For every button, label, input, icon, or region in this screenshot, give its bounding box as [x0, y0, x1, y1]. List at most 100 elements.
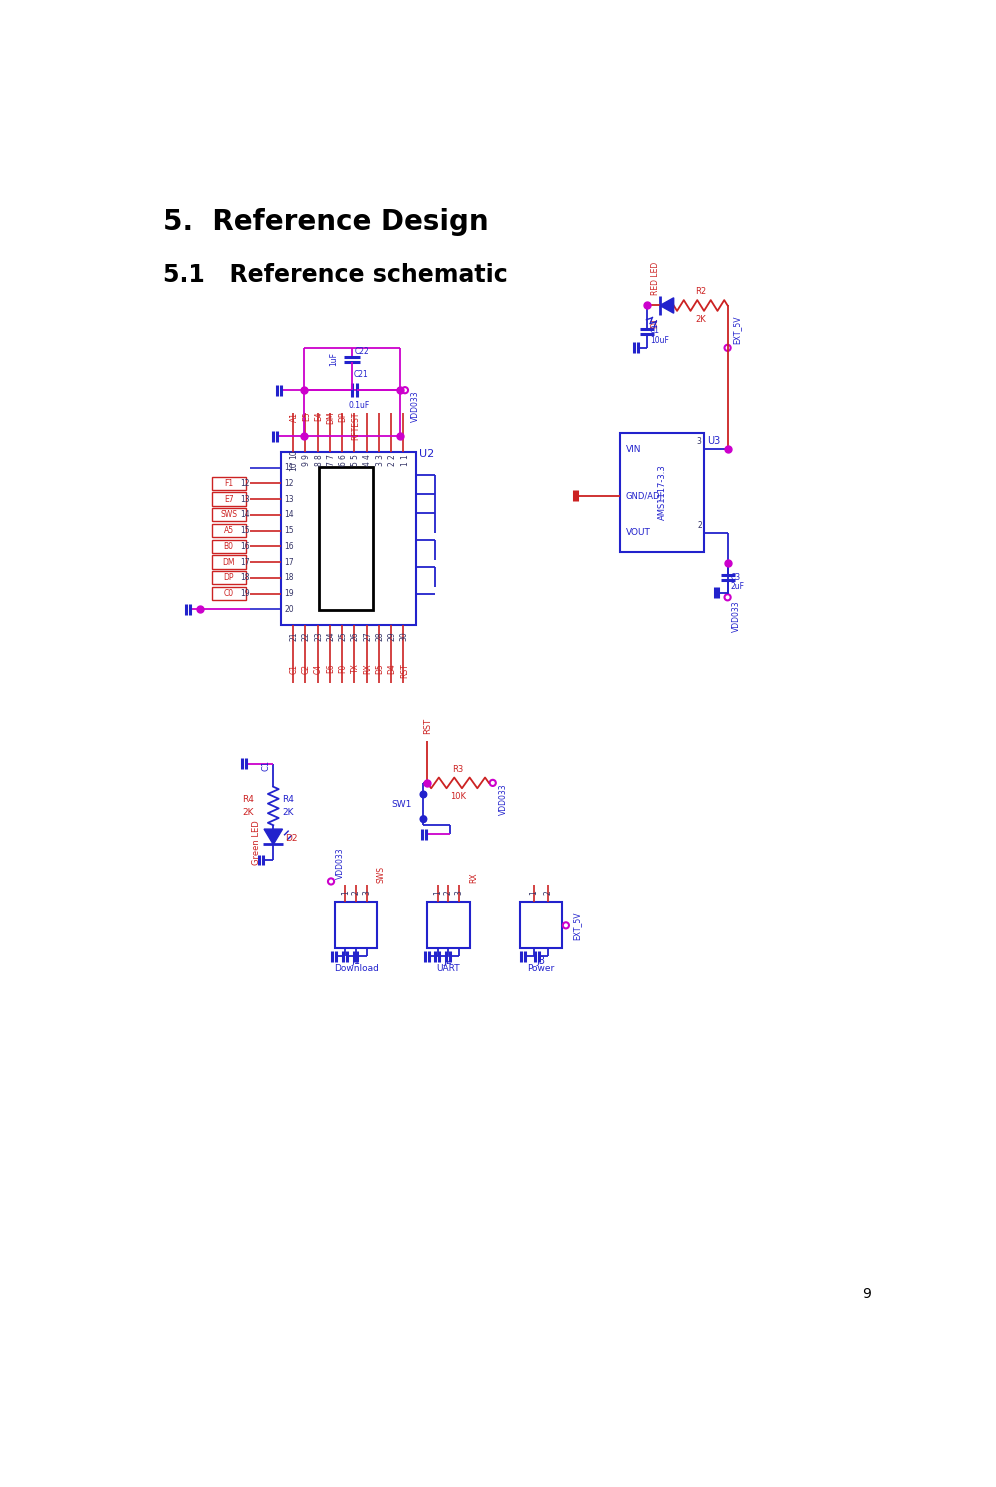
Text: Power: Power: [527, 964, 555, 972]
Text: E7: E7: [224, 495, 233, 504]
Text: 8: 8: [314, 461, 323, 465]
Text: 9: 9: [302, 461, 311, 465]
Text: SWS: SWS: [220, 510, 237, 519]
Text: 16: 16: [240, 541, 249, 550]
Text: 12: 12: [240, 479, 249, 488]
Text: GND/ADJ: GND/ADJ: [625, 492, 663, 501]
Text: 2K: 2K: [283, 807, 294, 816]
Text: 10K: 10K: [450, 793, 466, 801]
Polygon shape: [659, 297, 673, 314]
Bar: [212, 587, 246, 601]
Text: R3: R3: [452, 764, 464, 773]
Text: 2: 2: [444, 891, 453, 895]
Text: 2uF: 2uF: [731, 581, 745, 590]
Bar: [212, 492, 246, 506]
Text: 18: 18: [240, 574, 249, 583]
Text: VDD033: VDD033: [411, 390, 420, 422]
Text: R4: R4: [283, 796, 295, 804]
Text: A5: A5: [223, 526, 234, 535]
Text: VIN: VIN: [625, 445, 641, 454]
Text: 1: 1: [399, 461, 408, 465]
Text: 7: 7: [327, 461, 336, 465]
Text: U2: U2: [419, 449, 434, 458]
Bar: [520, 903, 562, 949]
Text: J1: J1: [352, 956, 361, 967]
Text: 26: 26: [351, 630, 360, 641]
Text: D4: D4: [387, 663, 396, 674]
Text: 2: 2: [697, 522, 702, 531]
Text: 27: 27: [363, 630, 373, 641]
Text: 13: 13: [240, 495, 249, 504]
Text: 25: 25: [339, 630, 348, 641]
Text: 1: 1: [433, 891, 442, 895]
Text: D2: D2: [286, 834, 298, 843]
Text: RED LED: RED LED: [650, 262, 659, 294]
Text: U3: U3: [707, 436, 720, 446]
Text: 1: 1: [341, 891, 350, 895]
Text: 17: 17: [240, 558, 249, 567]
Text: 20: 20: [284, 605, 294, 614]
Bar: [335, 903, 377, 949]
Text: R2: R2: [695, 287, 706, 296]
Text: C2: C2: [302, 663, 311, 674]
Text: 2: 2: [352, 891, 361, 895]
Text: 16: 16: [284, 541, 294, 550]
Bar: [320, 467, 374, 610]
Text: 10: 10: [290, 451, 299, 459]
Text: VOUT: VOUT: [625, 528, 650, 537]
Text: AMS1117-3.3: AMS1117-3.3: [657, 464, 666, 520]
Bar: [212, 540, 246, 553]
Bar: [212, 509, 246, 522]
Text: 15: 15: [284, 526, 294, 535]
Text: 10uF: 10uF: [649, 336, 668, 345]
Text: 9: 9: [862, 1288, 871, 1301]
Text: C0: C0: [223, 589, 234, 598]
Text: EXT_5V: EXT_5V: [572, 912, 581, 940]
Text: DP: DP: [339, 412, 348, 422]
Text: B0: B0: [224, 541, 234, 550]
Text: 28: 28: [375, 630, 384, 641]
Text: 23: 23: [314, 630, 323, 641]
Text: 7: 7: [327, 455, 336, 459]
Text: C22: C22: [355, 346, 369, 357]
Text: 4: 4: [363, 461, 373, 465]
Text: Download: Download: [334, 964, 378, 972]
Text: UART: UART: [436, 964, 460, 972]
Bar: [212, 571, 246, 584]
Text: E5: E5: [302, 412, 311, 421]
Text: E4: E4: [314, 412, 323, 421]
Text: C4: C4: [314, 663, 323, 674]
Text: RST: RST: [399, 663, 408, 678]
Text: C3: C3: [731, 572, 741, 581]
Text: 22: 22: [302, 630, 311, 641]
Text: D1: D1: [650, 318, 659, 329]
Text: C1: C1: [290, 663, 299, 674]
Text: 8: 8: [314, 455, 323, 459]
Text: 18: 18: [284, 574, 294, 583]
Text: C1: C1: [649, 327, 659, 336]
Text: VDD033: VDD033: [732, 601, 741, 632]
Text: 10: 10: [290, 461, 299, 471]
Text: RX: RX: [363, 663, 373, 674]
Text: 1uF: 1uF: [329, 352, 338, 366]
Text: A1: A1: [290, 412, 299, 422]
Text: 21: 21: [290, 630, 299, 641]
Text: 6: 6: [339, 461, 348, 465]
Bar: [212, 523, 246, 537]
Bar: [212, 477, 246, 491]
Text: DM: DM: [222, 558, 235, 567]
Text: 3: 3: [696, 437, 701, 446]
Text: 30: 30: [399, 630, 408, 641]
Text: C1: C1: [261, 760, 270, 772]
Text: F1: F1: [224, 479, 233, 488]
Text: 5: 5: [351, 461, 360, 465]
Text: 17: 17: [284, 558, 294, 567]
Bar: [620, 433, 704, 552]
Text: DM: DM: [327, 412, 336, 424]
Text: TX: TX: [351, 663, 360, 674]
Text: RFTEST: RFTEST: [351, 412, 360, 440]
Text: EXT_5V: EXT_5V: [732, 315, 741, 343]
Text: J3: J3: [537, 956, 546, 967]
Text: RX: RX: [469, 873, 478, 883]
Text: 19: 19: [284, 589, 294, 598]
